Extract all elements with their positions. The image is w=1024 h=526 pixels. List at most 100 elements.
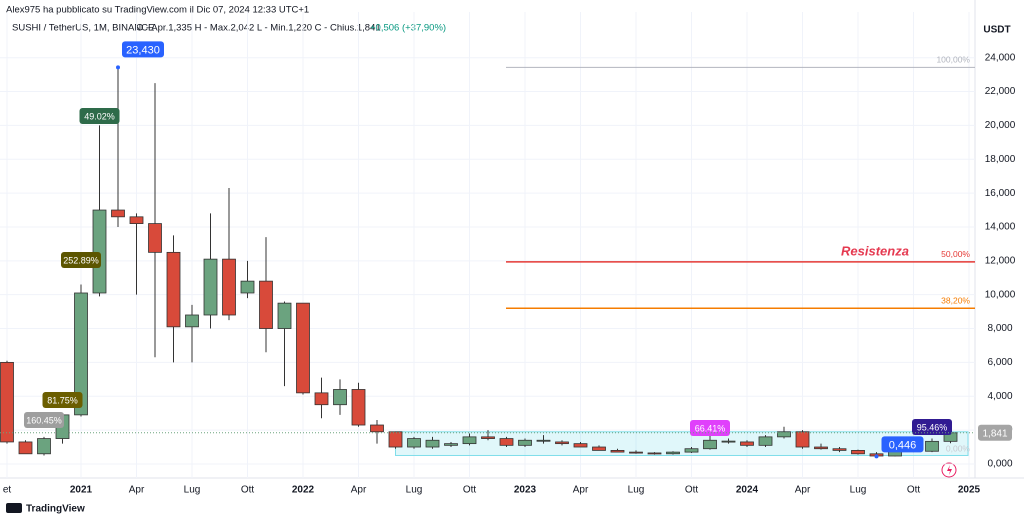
candle-body bbox=[832, 448, 847, 451]
candle-body bbox=[684, 448, 699, 453]
candle-body bbox=[74, 292, 88, 416]
candle-body bbox=[203, 258, 218, 316]
candle-body bbox=[148, 223, 162, 253]
candle-body bbox=[721, 440, 736, 443]
label-box bbox=[912, 419, 952, 435]
label-box bbox=[79, 108, 120, 124]
y-tick-label: 0,000 bbox=[987, 459, 1012, 470]
candle-body bbox=[351, 389, 366, 426]
candle-body bbox=[185, 314, 199, 328]
candle-body bbox=[37, 438, 51, 455]
level-label: 0,00% bbox=[946, 444, 971, 454]
event-icon bbox=[941, 462, 957, 478]
candle-body bbox=[814, 446, 828, 450]
y-tick-label: 8,000 bbox=[987, 323, 1012, 334]
label-box bbox=[24, 412, 64, 428]
candle-body bbox=[851, 450, 865, 455]
candle-body bbox=[111, 209, 125, 218]
candle-body bbox=[0, 361, 14, 443]
label-box bbox=[881, 436, 924, 453]
candle-body bbox=[240, 280, 255, 294]
y-tick-label: 18,000 bbox=[985, 154, 1016, 165]
label-text: 49.02% bbox=[84, 111, 115, 121]
candle-body bbox=[573, 443, 588, 448]
candle-body bbox=[259, 280, 273, 329]
x-tick-label: 2022 bbox=[292, 485, 315, 496]
candle-body bbox=[277, 302, 292, 329]
label-text: 160.45% bbox=[26, 415, 62, 425]
x-tick-label: Ott bbox=[907, 485, 921, 496]
candle-body bbox=[370, 424, 384, 433]
x-tick-label: 2024 bbox=[736, 485, 759, 496]
label-box bbox=[978, 424, 1012, 441]
y-tick-label: 16,000 bbox=[985, 188, 1016, 199]
candle-body bbox=[388, 431, 403, 448]
candle-body bbox=[629, 451, 643, 454]
symbol: SUSHI / TetherUS, 1M, BINANCE bbox=[12, 23, 154, 34]
ohlc: O - Apr.1,335 H - Max.2,042 L - Min.1,22… bbox=[136, 23, 381, 34]
candle-body bbox=[518, 439, 532, 446]
author-line: Alex975 ha pubblicato su TradingView.com… bbox=[6, 5, 309, 16]
y-tick-label: 24,000 bbox=[985, 52, 1016, 63]
x-tick-label: Ott bbox=[463, 485, 477, 496]
x-tick-label: Ott bbox=[685, 485, 699, 496]
candle-body bbox=[758, 436, 773, 446]
candle-body bbox=[610, 450, 625, 453]
label-text: 66.41% bbox=[695, 423, 726, 433]
candle-body bbox=[129, 216, 144, 224]
candle-body bbox=[481, 436, 495, 439]
y-tick-label: 12,000 bbox=[985, 255, 1016, 266]
candle-body bbox=[777, 431, 791, 438]
y-tick-label: 4,000 bbox=[987, 391, 1012, 402]
brand: TradingView bbox=[26, 504, 85, 515]
y-tick-label: 6,000 bbox=[987, 357, 1012, 368]
x-tick-label: Apr bbox=[351, 485, 367, 496]
label-box bbox=[61, 252, 101, 268]
candle-body bbox=[92, 209, 107, 294]
y-tick-label: 20,000 bbox=[985, 120, 1016, 131]
label-box bbox=[690, 420, 730, 436]
logo bbox=[6, 503, 22, 513]
candle-body bbox=[740, 441, 754, 446]
candle-body bbox=[925, 440, 939, 452]
x-tick-label: 2021 bbox=[70, 485, 93, 496]
candle-body bbox=[444, 443, 458, 446]
candle-body bbox=[536, 439, 551, 442]
x-tick-label: Apr bbox=[795, 485, 811, 496]
label-text: 95.46% bbox=[917, 422, 948, 432]
y-tick-label: 10,000 bbox=[985, 289, 1016, 300]
x-tick-label: Apr bbox=[573, 485, 589, 496]
x-tick-label: Apr bbox=[129, 485, 145, 496]
label-text: 23,430 bbox=[126, 44, 160, 56]
x-tick-label: et bbox=[3, 485, 12, 496]
level-label: 50,00% bbox=[941, 249, 970, 259]
candle-body bbox=[499, 438, 514, 446]
label-text: 81.75% bbox=[47, 395, 78, 405]
y-unit: USDT bbox=[983, 25, 1010, 36]
x-tick-label: 2025 bbox=[958, 485, 981, 496]
candle-body bbox=[462, 436, 477, 445]
label-text: 0,446 bbox=[889, 439, 917, 451]
level-label: 100,00% bbox=[936, 55, 970, 65]
label-text: 1,841 bbox=[982, 428, 1007, 439]
candle-body bbox=[666, 451, 680, 455]
x-tick-label: Lug bbox=[406, 485, 423, 496]
label-text: 252.89% bbox=[63, 255, 99, 265]
candle-body bbox=[795, 431, 810, 448]
x-tick-label: Lug bbox=[850, 485, 867, 496]
label-box bbox=[122, 41, 164, 58]
price-dot bbox=[874, 454, 879, 459]
price-dot bbox=[116, 65, 120, 70]
candle-body bbox=[166, 251, 181, 328]
change: +0,506 (+37,90%) bbox=[370, 23, 446, 34]
candle-body bbox=[647, 452, 662, 455]
label-box bbox=[42, 392, 83, 408]
x-tick-label: Lug bbox=[184, 485, 201, 496]
y-tick-label: 22,000 bbox=[985, 86, 1016, 97]
event-icon bbox=[947, 465, 952, 475]
candle-body bbox=[333, 389, 347, 406]
x-tick-label: Ott bbox=[241, 485, 255, 496]
y-tick-label: 14,000 bbox=[985, 222, 1016, 233]
candle-body bbox=[592, 446, 606, 451]
